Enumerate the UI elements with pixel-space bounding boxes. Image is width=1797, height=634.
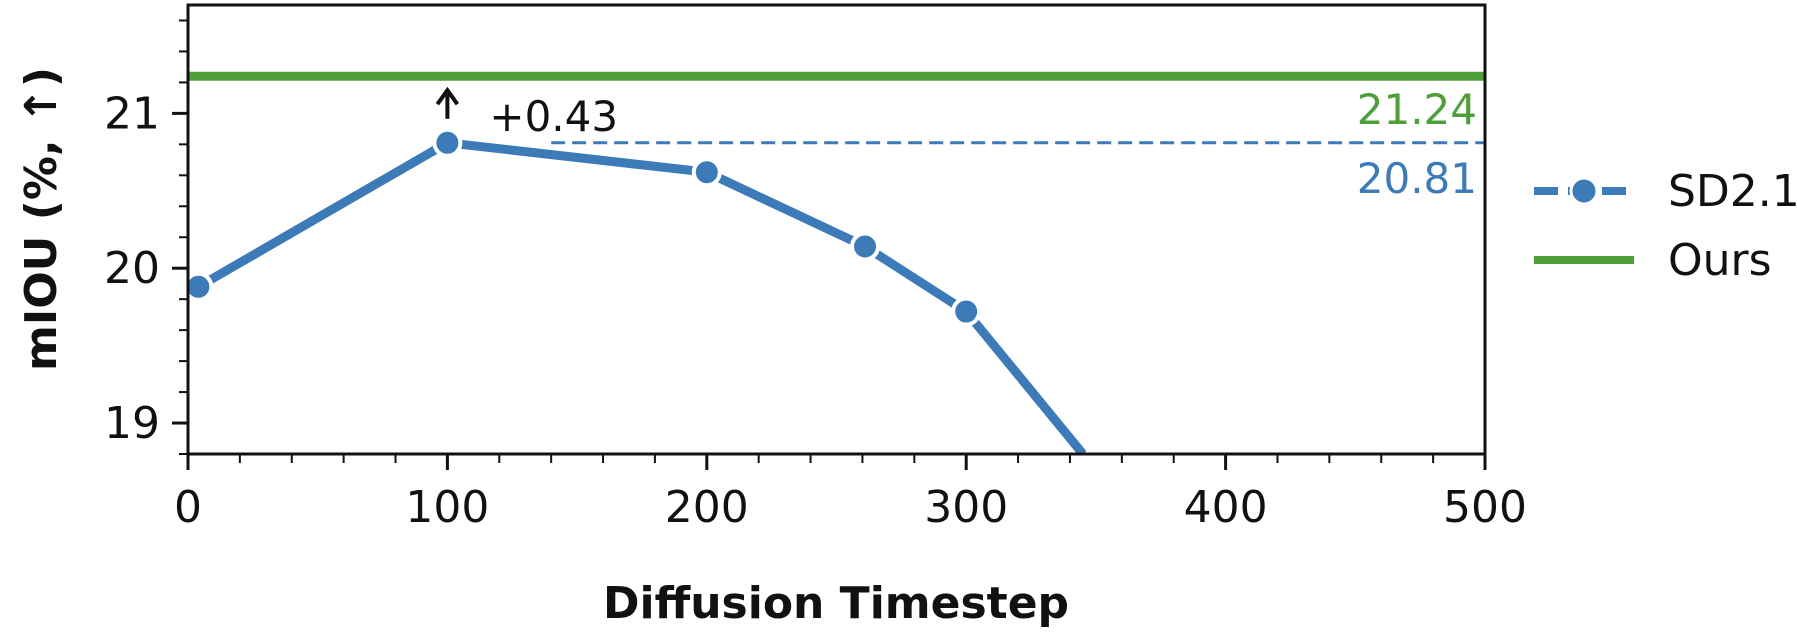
gain-arrow-head: [435, 86, 460, 106]
series-layer: [188, 71, 1485, 454]
sd21-point-1: [432, 127, 463, 158]
sd21-value-label: 20.81: [1357, 154, 1477, 203]
annotation-layer: 21.24 20.81 +0.43: [435, 85, 1477, 203]
legend-label-sd21: SD2.1: [1668, 166, 1797, 217]
y-tick-label-20: 20: [104, 243, 160, 294]
ours-value-label: 21.24: [1357, 85, 1477, 134]
y-axis-ticks: 19 20 21: [104, 19, 188, 455]
legend: SD2.1 Ours: [1534, 166, 1797, 286]
legend-swatch-sd21-marker: [1569, 176, 1599, 206]
sd21-point-2: [691, 157, 722, 188]
sd21-point-0: [188, 271, 214, 302]
x-tick-label-500: 500: [1443, 482, 1527, 533]
gain-label: +0.43: [489, 92, 618, 141]
y-axis-title: mIOU (%, ↑): [16, 67, 67, 371]
sd21-line: [196, 138, 1087, 454]
x-tick-label-200: 200: [665, 482, 749, 533]
plot-frame: [186, 3, 1487, 456]
legend-entry-sd21: SD2.1: [1534, 166, 1797, 217]
x-tick-label-100: 100: [405, 482, 489, 533]
y-tick-label-19: 19: [104, 398, 160, 449]
x-tick-label-400: 400: [1184, 482, 1268, 533]
x-tick-label-300: 300: [924, 482, 1008, 533]
plot-border: [186, 3, 1487, 456]
y-tick-label-21: 21: [104, 88, 160, 139]
sd21-point-3: [850, 231, 881, 262]
x-axis-ticks: 0 100 200 300 400 500: [174, 454, 1527, 533]
legend-entry-ours: Ours: [1534, 235, 1772, 286]
sd21-point-4: [951, 296, 982, 327]
x-axis-title: Diffusion Timestep: [603, 578, 1069, 629]
legend-label-ours: Ours: [1668, 235, 1772, 286]
x-tick-label-0: 0: [174, 482, 202, 533]
